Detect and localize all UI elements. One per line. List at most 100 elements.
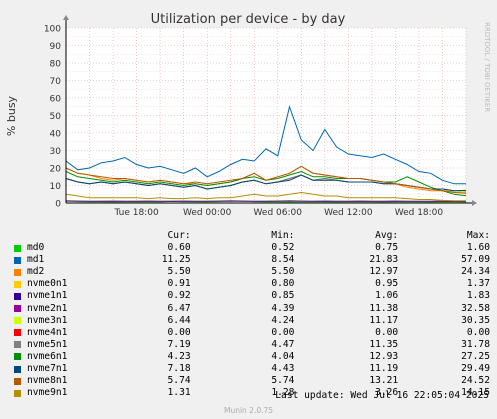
legend-swatch (14, 268, 21, 276)
legend-row-nvme8n1: nvme8n1 5.74 5.74 13.21 24.52 (10, 375, 490, 387)
legend-cur-value: 6.47 (167, 302, 191, 314)
legend-avg-value: 13.21 (369, 375, 399, 387)
grid (65, 27, 467, 203)
legend-cur-value: 0.60 (167, 242, 191, 254)
legend-row-md2: md2 5.50 5.50 12.97 24.34 (10, 266, 490, 278)
legend-max-value: 30.35 (461, 314, 490, 326)
legend-avg-value: 3.26 (375, 387, 399, 399)
legend-header: Cur: Min: Avg: Max: (10, 230, 490, 242)
legend-max-value: 1.83 (466, 290, 490, 302)
legend-avg-value: 0.95 (375, 278, 399, 290)
legend-avg-value: 12.97 (369, 266, 399, 278)
legend-swatch (14, 377, 21, 385)
rrdtool-side-label: RRDTOOL / TOBI OETIKER (483, 22, 491, 112)
legend-cur-value: 0.00 (167, 326, 191, 338)
legend-max-value: 0.00 (466, 326, 490, 338)
legend-avg-value: 11.17 (369, 314, 399, 326)
y-tick-label: 10 (50, 182, 62, 192)
legend-min-value: 0.00 (271, 326, 295, 338)
legend-series-name: nvme0n1 (26, 278, 68, 290)
legend-row-nvme7n1: nvme7n1 7.18 4.43 11.19 29.49 (10, 363, 490, 375)
legend-min-value: 0.85 (271, 290, 295, 302)
legend-header-min: Min: (271, 230, 295, 241)
legend-min-value: 0.80 (271, 278, 295, 290)
legend-series-name: nvme2n1 (26, 302, 68, 314)
legend-cur-value: 1.31 (167, 387, 191, 399)
legend-avg-value: 21.83 (369, 254, 399, 266)
legend-series-name: nvme4n1 (26, 326, 68, 338)
legend-avg-value: 11.35 (369, 338, 399, 350)
legend-swatch (14, 305, 21, 313)
legend-max-value: 1.60 (466, 242, 490, 254)
legend-min-value: 0.52 (271, 242, 295, 254)
legend-series-name: nvme8n1 (26, 375, 68, 387)
legend-min-value: 4.04 (271, 350, 295, 362)
legend-series-name: md0 (26, 242, 45, 254)
legend-avg-value: 0.00 (375, 326, 399, 338)
legend-series-name: md1 (26, 254, 45, 266)
last-update: Last update: Wed Jul 16 22:05:04 2025 (275, 390, 489, 401)
legend-avg-value: 0.75 (375, 242, 399, 254)
legend-min-value: 8.54 (271, 254, 295, 266)
y-tick-label: 30 (50, 147, 62, 157)
legend-cur-value: 7.19 (167, 338, 191, 350)
y-tick-label: 0 (55, 200, 61, 210)
legend-swatch (14, 353, 21, 361)
legend-swatch (14, 293, 21, 301)
legend-min-value: 4.24 (271, 314, 295, 326)
legend-cur-value: 7.18 (167, 363, 191, 375)
legend-max-value: 57.09 (461, 254, 490, 266)
legend-swatch (14, 280, 21, 288)
y-tick-label: 20 (50, 165, 62, 175)
y-tick-label: 40 (50, 130, 62, 140)
legend-max-value: 32.58 (461, 302, 490, 314)
legend-max-value: 14.15 (461, 387, 490, 399)
legend-max-value: 24.34 (461, 266, 490, 278)
legend-avg-value: 12.93 (369, 350, 399, 362)
legend-row-md1: md1 11.25 8.54 21.83 57.09 (10, 254, 490, 266)
legend-series-name: md2 (26, 266, 45, 278)
legend-cur-value: 11.25 (161, 254, 191, 266)
legend-cur-value: 5.74 (167, 375, 191, 387)
legend-min-value: 1.28 (271, 387, 295, 399)
legend-row-nvme0n1: nvme0n1 0.91 0.80 0.95 1.37 (10, 278, 490, 290)
y-tick-labels: 0 10 20 30 40 50 60 70 80 90 100 (44, 25, 61, 210)
legend-min-value: 4.43 (271, 363, 295, 375)
series-line-nvme1n1 (65, 200, 466, 202)
legend-swatch (14, 389, 21, 397)
legend-cur-value: 6.44 (167, 314, 191, 326)
legend-max-value: 24.52 (461, 375, 490, 387)
legend-series-name: nvme5n1 (26, 338, 68, 350)
legend-swatch (14, 256, 21, 264)
legend-swatch (14, 341, 21, 349)
x-tick-label: Wed 12:00 (324, 208, 373, 218)
legend-avg-value: 11.38 (369, 302, 399, 314)
x-tick-label: Wed 06:00 (254, 208, 303, 218)
legend-row-nvme2n1: nvme2n1 6.47 4.39 11.38 32.58 (10, 303, 490, 315)
x-tick-label: Wed 00:00 (183, 208, 232, 218)
legend-series-name: nvme3n1 (26, 314, 68, 326)
legend-swatch (14, 329, 21, 337)
legend-row-nvme9n1: nvme9n1 1.31 1.28 3.26 14.15 (10, 387, 490, 399)
y-tick-label: 50 (50, 112, 62, 122)
series-line-nvme8n1 (65, 165, 467, 194)
legend-min-value: 5.50 (271, 266, 295, 278)
legend-max-value: 27.25 (461, 350, 490, 362)
chart-title: Utilization per device - by day (151, 12, 346, 27)
legend-swatch (14, 317, 21, 325)
legend-series-name: nvme1n1 (26, 290, 68, 302)
legend-rows: md0 0.60 0.52 0.75 1.60 md1 11.25 8.54 21.83 57.0… (10, 242, 490, 399)
legend-cur-value: 0.91 (167, 278, 191, 290)
legend-max-value: 29.49 (461, 363, 490, 375)
legend-max-value: 31.78 (461, 338, 490, 350)
series-line-md1 (65, 104, 466, 185)
legend-max-value: 1.37 (466, 278, 490, 290)
legend-swatch (14, 244, 21, 252)
x-tick-label: Wed 18:00 (395, 208, 444, 218)
legend-cur-value: 5.50 (167, 266, 191, 278)
legend-avg-value: 11.19 (369, 363, 399, 375)
y-axis-arrow (63, 15, 69, 20)
legend-avg-value: 1.06 (375, 290, 399, 302)
legend-row-nvme1n1: nvme1n1 0.92 0.85 1.06 1.83 (10, 290, 490, 302)
legend-row-nvme4n1: nvme4n1 0.00 0.00 0.00 0.00 (10, 327, 490, 339)
